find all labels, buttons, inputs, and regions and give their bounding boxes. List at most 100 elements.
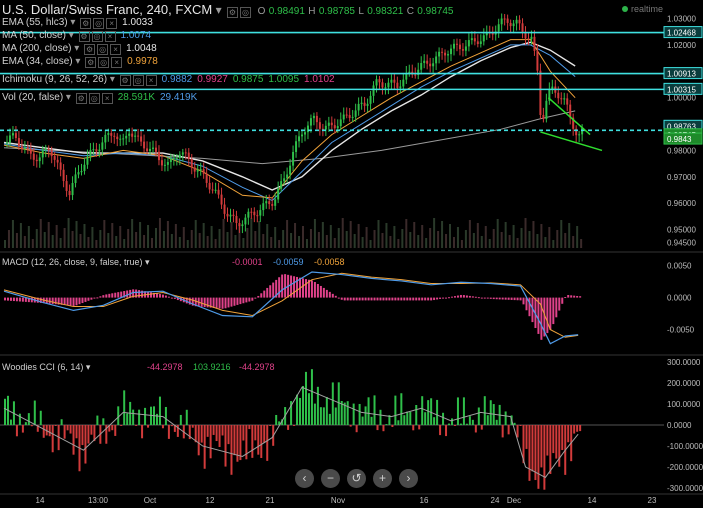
indicator-value: 0.9927 — [197, 74, 228, 85]
high-label: H — [308, 6, 316, 17]
macd-histogram-bar — [138, 290, 141, 298]
close-icon[interactable]: × — [111, 57, 123, 68]
close-icon[interactable]: × — [101, 93, 113, 104]
candle-body — [286, 174, 289, 179]
settings-icon[interactable]: ⚙ — [226, 7, 238, 18]
volume-bar — [321, 222, 324, 248]
close-icon[interactable]: × — [104, 31, 116, 42]
candle-body — [128, 133, 131, 136]
candle-body — [86, 156, 89, 165]
chevron-down-icon[interactable]: ▾ — [72, 56, 84, 67]
indicator-row[interactable]: EMA (55, hlc3) ▾ ⚙ ◎ × 1.0033 — [2, 17, 153, 29]
eye-icon[interactable]: ◎ — [97, 44, 109, 55]
indicator-value: 0.9875 — [232, 74, 264, 85]
chevron-down-icon[interactable]: ▾ — [71, 43, 83, 54]
macd-histogram-bar — [135, 289, 138, 298]
candle-body — [244, 217, 247, 225]
macd-histogram-bar — [9, 297, 12, 301]
candle-body — [435, 56, 438, 64]
cci-histogram-bar — [27, 413, 30, 425]
macd-histogram-bar — [439, 297, 442, 299]
indicator-row[interactable]: Ichimoku (9, 26, 52, 26) ▾ ⚙ ◎ × 0.9882 0.99… — [2, 74, 335, 86]
candle-body — [271, 204, 274, 206]
volume-bar — [397, 239, 400, 248]
indicator-name[interactable]: MA (50, close) — [2, 30, 66, 41]
symbol-title[interactable]: U.S. Dollar/Swiss Franc, 240, FXCM — [2, 2, 213, 17]
settings-icon[interactable]: ⚙ — [80, 18, 92, 29]
indicator-name[interactable]: EMA (34, close) — [2, 56, 73, 67]
chevron-down-icon[interactable]: ▾ — [67, 17, 79, 28]
scroll-right-button[interactable]: › — [399, 469, 418, 488]
eye-icon[interactable]: ◎ — [88, 93, 100, 104]
macd-signal-line — [3, 272, 579, 338]
chevron-down-icon[interactable]: ▾ — [65, 30, 77, 41]
cci-histogram-bar — [114, 425, 117, 436]
zoom-in-button[interactable]: + — [373, 469, 392, 488]
indicator-name[interactable]: MA (200, close) — [2, 43, 72, 54]
eye-icon[interactable]: ◎ — [98, 57, 110, 68]
settings-icon[interactable]: ⚙ — [85, 57, 97, 68]
settings-icon[interactable]: ⚙ — [84, 44, 96, 55]
cci-histogram-bar — [507, 425, 510, 435]
cci-histogram-bar — [445, 425, 448, 437]
macd-histogram-bar — [69, 297, 72, 306]
macd-histogram-bar — [436, 297, 439, 300]
open-label: O — [257, 6, 266, 17]
cci-tick-label: 100.0000 — [667, 400, 701, 409]
macd-histogram-bar — [108, 293, 111, 298]
volume-bar — [552, 240, 555, 248]
volume-bar — [71, 231, 74, 248]
chevron-down-icon[interactable]: ▾ — [215, 3, 222, 17]
chevron-down-icon[interactable]: ▾ — [107, 74, 118, 85]
cci-histogram-bar — [60, 419, 63, 425]
candle-body — [345, 114, 348, 116]
volume-bar — [524, 218, 527, 248]
scroll-left-button[interactable]: ‹ — [295, 469, 314, 488]
candle-body — [536, 50, 539, 71]
eye-icon[interactable]: ◎ — [93, 18, 105, 29]
macd-histogram-bar — [63, 297, 66, 306]
cci-histogram-bar — [522, 425, 525, 464]
indicator-name[interactable]: Ichimoku (9, 26, 52, 26) — [2, 74, 108, 85]
chevron-down-icon[interactable]: ▾ — [63, 92, 74, 103]
cci-line — [3, 386, 579, 479]
macd-histogram-bar — [170, 297, 173, 299]
indicator-row[interactable]: MA (200, close) ▾ ⚙ ◎ × 1.0048 — [2, 43, 157, 55]
macd-histogram-bar — [48, 297, 51, 304]
macd-histogram-bar — [51, 297, 54, 304]
close-icon[interactable]: × — [106, 18, 118, 29]
indicator-row[interactable]: EMA (34, close) ▾ ⚙ ◎ × 0.9978 — [2, 56, 158, 68]
macd-histogram-bar — [343, 297, 346, 301]
close-icon[interactable]: × — [110, 44, 122, 55]
candle-body — [71, 183, 74, 196]
volume-bar — [226, 232, 229, 248]
macd-histogram-bar — [284, 274, 287, 298]
settings-icon[interactable]: ⚙ — [119, 75, 131, 86]
cci-histogram-bar — [299, 397, 302, 425]
eye-icon[interactable]: ◎ — [91, 31, 103, 42]
cci-histogram-bar — [36, 425, 39, 432]
indicator-value: 28.591K — [117, 92, 155, 103]
candle-body — [95, 149, 98, 152]
indicator-row[interactable]: MA (50, close) ▾ ⚙ ◎ × 1.0074 — [2, 30, 151, 42]
eye-icon[interactable]: ◎ — [239, 7, 251, 18]
indicator-row[interactable]: Vol (20, false) ▾ ⚙ ◎ × 28.591K 29.419K — [2, 92, 197, 104]
zoom-out-button[interactable]: − — [321, 469, 340, 488]
macd-histogram-bar — [522, 297, 525, 305]
eye-icon[interactable]: ◎ — [132, 75, 144, 86]
indicator-name[interactable]: EMA (55, hlc3) — [2, 17, 68, 28]
cci-histogram-bar — [355, 425, 358, 433]
candle-body — [405, 72, 408, 80]
settings-icon[interactable]: ⚙ — [75, 93, 87, 104]
cci-histogram-bar — [123, 390, 126, 425]
macd-histogram-bar — [120, 291, 123, 298]
volume-bar — [107, 233, 110, 248]
close-icon[interactable]: × — [145, 75, 157, 86]
reset-button[interactable]: ↺ — [347, 469, 366, 488]
candle-body — [539, 70, 542, 115]
macd-histogram-bar — [406, 297, 409, 301]
volume-bar — [27, 226, 30, 248]
settings-icon[interactable]: ⚙ — [78, 31, 90, 42]
indicator-name[interactable]: Vol (20, false) — [2, 92, 64, 103]
